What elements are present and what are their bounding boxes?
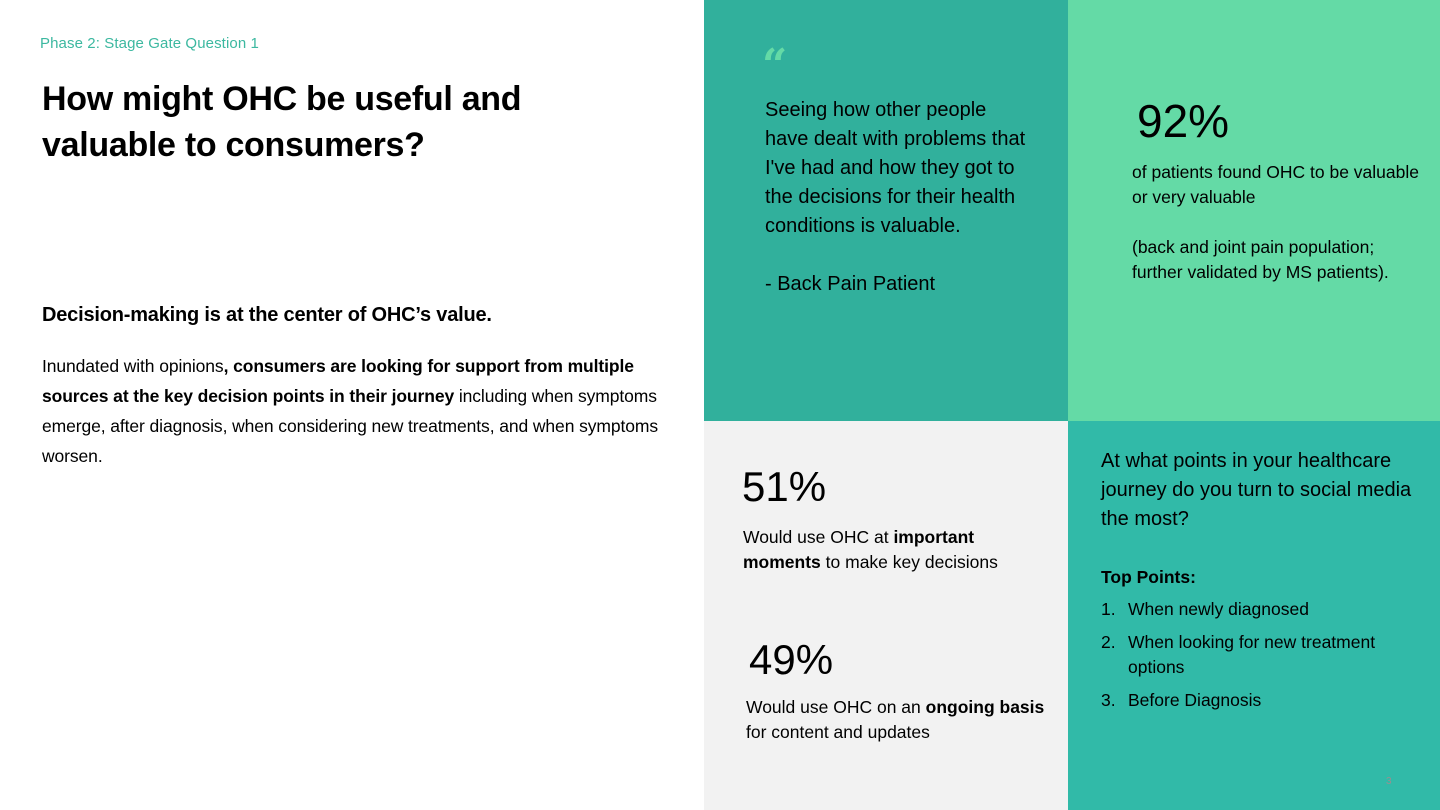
stat-92-tile: 92% of patients found OHC to be valuable… bbox=[1068, 0, 1440, 421]
stat-49-value: 49% bbox=[749, 636, 834, 683]
text: Would use OHC at bbox=[743, 527, 894, 547]
body-text: including when symptoms emerge, after di… bbox=[42, 386, 659, 466]
item-text: When looking for new treatment options bbox=[1128, 632, 1376, 677]
eyebrow-label: Phase 2: Stage Gate Question 1 bbox=[40, 35, 259, 52]
stat-51-description: Would use OHC at important moments to ma… bbox=[743, 525, 1043, 575]
stat-value: 92% bbox=[1137, 95, 1230, 147]
left-panel: Phase 2: Stage Gate Question 1 How might… bbox=[0, 0, 704, 810]
item-text: When newly diagnosed bbox=[1128, 599, 1309, 619]
list-item: 2. When looking for new treatment options bbox=[1101, 630, 1421, 680]
usage-stats-tile: 51% Would use OHC at important moments t… bbox=[704, 421, 1068, 810]
body-text: Inundated with opinions bbox=[42, 356, 224, 376]
stat-description: of patients found OHC to be valuable or … bbox=[1132, 162, 1419, 282]
item-number: 2. bbox=[1101, 632, 1116, 652]
top-points-label: Top Points: bbox=[1101, 567, 1196, 587]
list-item: 1. When newly diagnosed bbox=[1101, 597, 1421, 622]
quote-mark-icon: “ bbox=[762, 40, 788, 91]
emphasis: ongoing basis bbox=[925, 697, 1045, 717]
emphasis: important moments bbox=[743, 527, 975, 572]
stat-49-description: Would use OHC on an ongoing basis for co… bbox=[746, 695, 1046, 745]
item-text: Before Diagnosis bbox=[1128, 690, 1262, 710]
text: to make key decisions bbox=[820, 552, 998, 572]
text: Would use OHC on an bbox=[746, 697, 926, 717]
quote-tile: “ Seeing how other people have dealt wit… bbox=[704, 0, 1068, 421]
item-number: 3. bbox=[1101, 690, 1116, 710]
slide-title: How might OHC be useful and valuable to … bbox=[42, 80, 522, 164]
body-paragraph: Inundated with opinions, consumers are l… bbox=[42, 351, 662, 471]
top-points-list: 1. When newly diagnosed 2. When looking fo… bbox=[1101, 597, 1421, 721]
patient-quote: Seeing how other people have dealt with … bbox=[765, 99, 1026, 295]
journey-question: At what points in your healthcare journe… bbox=[1101, 450, 1412, 530]
text: for content and updates bbox=[746, 722, 930, 742]
list-item: 3. Before Diagnosis bbox=[1101, 688, 1421, 713]
page-number: 3 bbox=[1386, 776, 1392, 787]
journey-tile: At what points in your healthcare journe… bbox=[1068, 421, 1440, 810]
body-emphasis: , consumers are looking for support from… bbox=[42, 356, 634, 406]
subheading: Decision-making is at the center of OHC’… bbox=[42, 304, 492, 326]
stat-51-value: 51% bbox=[742, 463, 827, 510]
item-number: 1. bbox=[1101, 599, 1116, 619]
